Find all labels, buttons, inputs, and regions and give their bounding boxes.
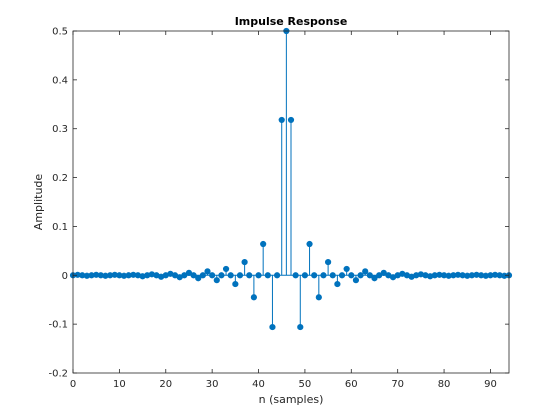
- x-axis-label: n (samples): [259, 393, 324, 406]
- stem-marker: [371, 275, 378, 282]
- stem-marker: [362, 268, 369, 275]
- stem-marker: [292, 272, 299, 279]
- stem-marker: [218, 272, 225, 279]
- stem-marker: [246, 272, 253, 279]
- stem-marker: [311, 272, 318, 279]
- y-tick-label: -0.2: [48, 369, 68, 380]
- x-tick-label: 60: [345, 379, 358, 390]
- x-tick-label: 10: [113, 379, 126, 390]
- y-tick-label: 0.3: [52, 124, 68, 135]
- stem-marker: [287, 116, 295, 124]
- stem-marker: [301, 272, 309, 279]
- stem-marker: [325, 258, 332, 266]
- y-tick-label: 0.4: [52, 75, 68, 86]
- stem-marker: [260, 240, 267, 248]
- stem-marker: [338, 272, 346, 279]
- stem-marker: [204, 268, 211, 275]
- chart-title: Impulse Response: [235, 15, 348, 28]
- x-tick-label: 80: [438, 379, 451, 390]
- x-tick-label: 90: [484, 379, 497, 390]
- stem-marker: [264, 272, 271, 279]
- y-tick-label: 0.2: [52, 173, 68, 184]
- stem-marker: [269, 323, 276, 331]
- stem-marker: [297, 323, 304, 331]
- stem-marker: [273, 272, 281, 279]
- y-axis-label: Amplitude: [32, 174, 45, 231]
- stem-marker: [227, 272, 234, 279]
- stem-marker: [348, 272, 355, 279]
- stem-marker: [241, 258, 248, 266]
- stem-marker: [232, 280, 239, 288]
- x-tick-label: 70: [391, 379, 404, 390]
- stem-marker: [366, 272, 373, 279]
- stem-marker: [250, 294, 257, 301]
- stem-marker: [199, 272, 206, 279]
- stem-group: [69, 27, 513, 331]
- stem-marker: [357, 272, 364, 279]
- stem-marker: [315, 294, 322, 301]
- stem-marker: [190, 272, 197, 279]
- x-tick-label: 20: [159, 379, 172, 390]
- stem-marker: [306, 240, 313, 248]
- stem-marker: [278, 116, 285, 124]
- y-tick-label: -0.1: [48, 320, 68, 331]
- x-tick-label: 0: [70, 379, 76, 390]
- stem-marker: [236, 272, 244, 279]
- x-tick-label: 50: [299, 379, 312, 390]
- y-tick-label: 0.5: [52, 27, 68, 38]
- stem-marker: [195, 275, 202, 282]
- y-tick-label: 0: [62, 271, 68, 282]
- stem-marker: [222, 265, 230, 273]
- stem-marker: [320, 272, 327, 279]
- stem-marker: [255, 272, 262, 279]
- y-tick-label: 0.1: [52, 222, 68, 233]
- stem-marker: [343, 265, 350, 273]
- x-tick-label: 30: [206, 379, 219, 390]
- tick-group: 0 10 20 30 40 50 60 70 80 90 -0.2 -0.1 0 0.1 0.2 0.3 0.4…: [48, 27, 509, 390]
- stem-marker: [329, 272, 336, 279]
- stem-marker: [334, 280, 341, 288]
- stem-marker: [213, 277, 220, 284]
- plot-box: [72, 30, 510, 374]
- stem-marker: [352, 277, 360, 284]
- stem-marker: [209, 272, 216, 279]
- x-tick-label: 40: [252, 379, 265, 390]
